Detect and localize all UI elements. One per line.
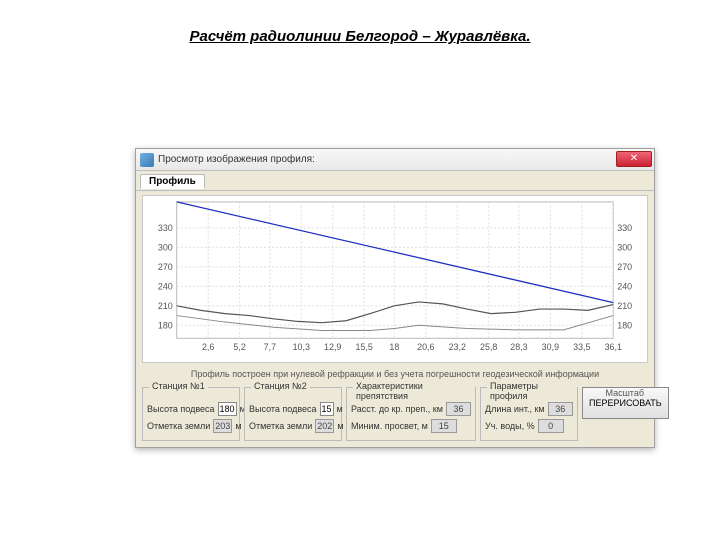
svg-text:330: 330 [158, 223, 173, 233]
svg-text:180: 180 [158, 320, 173, 330]
svg-text:270: 270 [158, 262, 173, 272]
row-ob-d: Расст. до кр. преп., км 36 [351, 402, 471, 416]
readout-water: 0 [538, 419, 564, 433]
group-title: Станция №2 [251, 381, 310, 391]
readout-s1-ground: 203 [213, 419, 232, 433]
svg-text:210: 210 [617, 301, 632, 311]
input-s1-height[interactable]: 180 [218, 402, 237, 416]
label: Высота подвеса [147, 404, 215, 414]
unit: м [337, 421, 343, 431]
svg-text:18: 18 [389, 342, 399, 352]
svg-text:23,2: 23,2 [449, 342, 466, 352]
unit: м [235, 421, 241, 431]
svg-text:240: 240 [158, 281, 173, 291]
label: Расст. до кр. преп., км [351, 404, 443, 414]
svg-text:25,8: 25,8 [480, 342, 497, 352]
readout-s2-ground: 202 [315, 419, 334, 433]
group-title: Параметры профиля [487, 381, 577, 401]
page-title: Расчёт радиолинии Белгород – Журавлёвка. [189, 28, 530, 45]
unit: м [337, 404, 343, 414]
profile-chart: 180 180 210 210 240 240 270 270 300 300 330 330 2,6 5… [143, 196, 647, 362]
tab-profile[interactable]: Профиль [140, 174, 205, 189]
readout-length: 36 [548, 402, 573, 416]
group-obstacle: Характеристики препятствия Расст. до кр.… [346, 387, 476, 441]
svg-text:300: 300 [617, 242, 632, 252]
svg-text:210: 210 [158, 301, 173, 311]
svg-text:7,7: 7,7 [264, 342, 276, 352]
svg-text:180: 180 [617, 320, 632, 330]
row-s2-g: Отметка земли 202 м [249, 419, 337, 433]
label: Миним. просвет, м [351, 421, 428, 431]
svg-text:15,5: 15,5 [355, 342, 372, 352]
svg-text:20,6: 20,6 [417, 342, 434, 352]
row-s1-h: Высота подвеса 180 м [147, 402, 235, 416]
tab-row: Профиль [136, 171, 654, 191]
row-pr-water: Уч. воды, % 0 [485, 419, 573, 433]
input-s2-height[interactable]: 15 [320, 402, 334, 416]
label: Длина инт., км [485, 404, 545, 414]
svg-text:270: 270 [617, 262, 632, 272]
group-title: Характеристики препятствия [353, 381, 475, 401]
app-icon [140, 153, 154, 167]
svg-text:12,9: 12,9 [324, 342, 341, 352]
group-title: Станция №1 [149, 381, 208, 391]
group-station2: Станция №2 Высота подвеса 15 м Отметка з… [244, 387, 342, 441]
svg-text:330: 330 [617, 223, 632, 233]
svg-text:240: 240 [617, 281, 632, 291]
scale-label: Масштаб [605, 388, 644, 398]
label: Уч. воды, % [485, 421, 535, 431]
readout-obst-dist: 36 [446, 402, 471, 416]
row-pr-len: Длина инт., км 36 [485, 402, 573, 416]
row-s1-g: Отметка земли 203 м [147, 419, 235, 433]
svg-text:300: 300 [158, 242, 173, 252]
svg-text:2,6: 2,6 [202, 342, 214, 352]
window-titlebar[interactable]: Просмотр изображения профиля: ✕ [136, 149, 654, 171]
bottom-panels: Станция №1 Высота подвеса 180 м Отметка … [136, 385, 654, 447]
row-ob-c: Миним. просвет, м 15 [351, 419, 471, 433]
group-station1: Станция №1 Высота подвеса 180 м Отметка … [142, 387, 240, 441]
profile-window: Просмотр изображения профиля: ✕ Профиль … [135, 148, 655, 448]
window-title: Просмотр изображения профиля: [158, 154, 315, 165]
svg-text:33,5: 33,5 [573, 342, 590, 352]
readout-obst-clear: 15 [431, 419, 457, 433]
label: Отметка земли [147, 421, 210, 431]
chart-panel: 180 180 210 210 240 240 270 270 300 300 330 330 2,6 5… [142, 195, 648, 363]
label: Высота подвеса [249, 404, 317, 414]
row-s2-h: Высота подвеса 15 м [249, 402, 337, 416]
svg-text:28,3: 28,3 [510, 342, 527, 352]
svg-text:10,3: 10,3 [293, 342, 310, 352]
group-profile-params: Параметры профиля Длина инт., км 36 Уч. … [480, 387, 578, 441]
svg-text:30,9: 30,9 [542, 342, 559, 352]
svg-text:5,2: 5,2 [233, 342, 245, 352]
label: Отметка земли [249, 421, 312, 431]
svg-text:36,1: 36,1 [605, 342, 622, 352]
close-button[interactable]: ✕ [616, 151, 652, 167]
